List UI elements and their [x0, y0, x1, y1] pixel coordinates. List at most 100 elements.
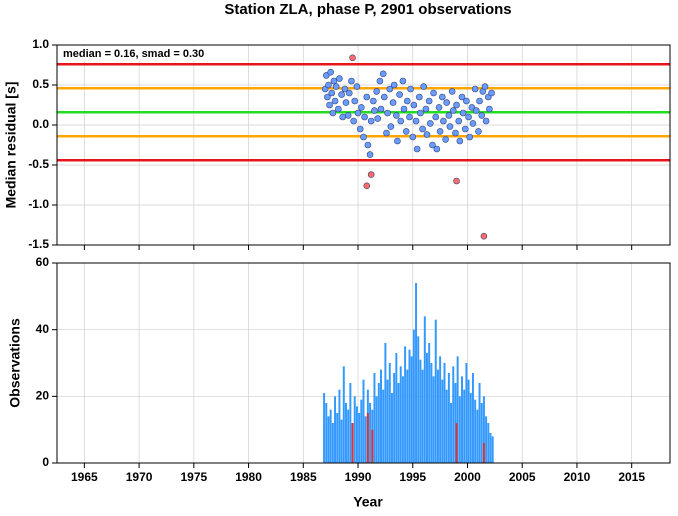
y-tick-label: 0 [42, 455, 49, 469]
data-point [324, 93, 331, 101]
data-point [341, 85, 349, 93]
bar [366, 413, 369, 463]
x-tick-label: 1990 [345, 470, 372, 484]
bar [380, 369, 382, 463]
data-point [370, 97, 377, 105]
data-point [397, 117, 405, 125]
bar [426, 353, 428, 463]
data-point [376, 77, 384, 85]
data-point [412, 117, 420, 125]
bar [423, 316, 426, 463]
data-point [435, 104, 443, 111]
data-point [371, 107, 378, 114]
bar [360, 399, 363, 463]
data-point [433, 145, 441, 153]
plot-frame [56, 262, 671, 464]
x-axis-label: Year [353, 494, 383, 510]
x-tick-label: 2005 [509, 470, 536, 484]
data-point [409, 133, 417, 141]
bar [447, 373, 450, 463]
data-point [390, 81, 398, 89]
bar [455, 423, 458, 463]
bar [415, 283, 418, 463]
y-tick-label: 40 [36, 322, 50, 336]
bar [323, 393, 326, 463]
bar [471, 373, 474, 463]
bar [347, 409, 350, 463]
bar [393, 373, 396, 463]
bar [386, 379, 389, 463]
data-point [387, 123, 395, 130]
data-point [417, 109, 424, 117]
data-point [456, 137, 464, 145]
data-point [419, 125, 426, 133]
data-point [342, 99, 350, 106]
bar [340, 419, 343, 463]
bar [371, 429, 374, 463]
data-point [394, 137, 401, 145]
data-point [423, 131, 431, 138]
bar [474, 399, 477, 463]
data-point [468, 104, 476, 111]
data-point [455, 117, 463, 125]
bar [417, 336, 420, 463]
data-point [330, 77, 338, 85]
bar [404, 346, 407, 463]
y-tick-label: 0.0 [32, 117, 49, 131]
bar [353, 396, 356, 463]
bar [465, 363, 468, 463]
data-point [476, 97, 483, 105]
bar [430, 363, 433, 463]
data-point [407, 85, 414, 93]
data-point [367, 171, 375, 178]
bar [390, 393, 393, 463]
y-axis-label: Observations [7, 318, 23, 408]
y-tick-label: 20 [36, 389, 50, 403]
bar [454, 383, 457, 463]
data-point [374, 115, 382, 122]
bar [408, 349, 411, 463]
data-point [377, 105, 385, 113]
y-tick-label: 60 [36, 255, 50, 269]
data-point [465, 113, 472, 121]
data-point [420, 83, 428, 90]
plot-frame [56, 44, 671, 246]
bar [480, 403, 483, 463]
bar [469, 393, 472, 463]
data-point [462, 125, 469, 133]
data-point [403, 97, 411, 105]
data-point [363, 182, 371, 190]
bar [461, 376, 464, 463]
data-point [443, 99, 450, 106]
bar [345, 403, 347, 463]
data-point [354, 109, 362, 117]
bar [441, 379, 444, 463]
y-tick-label: -0.5 [28, 157, 49, 171]
data-point [380, 93, 388, 101]
data-point [422, 105, 430, 113]
bar [491, 436, 494, 463]
data-point [463, 97, 470, 105]
data-point [339, 113, 347, 121]
data-point [469, 120, 477, 127]
data-point [459, 109, 467, 117]
y-tick-label: 0.5 [32, 77, 49, 91]
bar [482, 443, 485, 463]
data-point [486, 105, 493, 113]
data-point [480, 232, 488, 240]
bar [463, 389, 466, 463]
y-tick-label: -1.5 [28, 237, 49, 251]
data-point [350, 117, 357, 125]
data-point [336, 75, 343, 82]
data-point [432, 113, 440, 121]
data-point [384, 109, 391, 117]
bar [428, 343, 431, 463]
bar [362, 379, 365, 463]
x-tick-label: 1970 [126, 470, 153, 484]
bar [375, 396, 378, 463]
bar [373, 373, 376, 463]
bar [445, 389, 448, 463]
bar [342, 366, 345, 463]
data-point [373, 88, 380, 95]
